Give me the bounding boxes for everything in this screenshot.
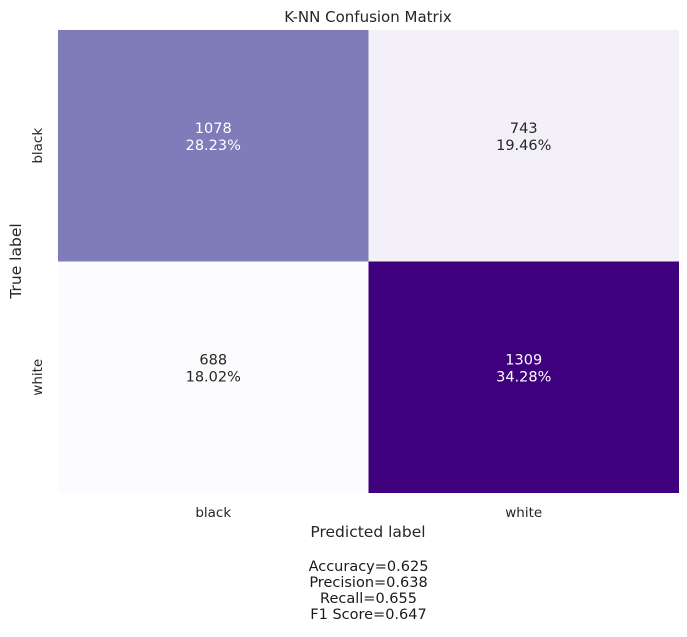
f1-score-text: F1 Score=0.647 xyxy=(310,607,427,623)
y-axis-label: True label xyxy=(7,223,25,299)
chart-title: K-NN Confusion Matrix xyxy=(284,8,452,26)
recall-text: Recall=0.655 xyxy=(320,591,417,607)
cell-percent-label: 18.02% xyxy=(186,369,241,385)
y-tick-label-white: white xyxy=(30,359,46,396)
x-axis-label: Predicted label xyxy=(310,523,425,541)
x-tick-label-white: white xyxy=(505,505,542,521)
cell-percent-label: 19.46% xyxy=(496,138,551,154)
cell-count-label: 743 xyxy=(510,121,538,137)
cell-count-label: 1309 xyxy=(505,352,542,368)
heatmap-cell-white-black xyxy=(58,261,369,493)
x-tick-label-black: black xyxy=(195,505,231,521)
heatmap-cell-black-white xyxy=(368,30,679,262)
accuracy-text: Accuracy=0.625 xyxy=(308,559,429,575)
y-tick-labels: black white xyxy=(30,128,46,396)
y-tick-label-black: black xyxy=(30,128,46,164)
heatmap-cell-black-black xyxy=(58,30,369,262)
cell-percent-label: 28.23% xyxy=(186,138,241,154)
precision-text: Precision=0.638 xyxy=(309,575,428,591)
metrics-summary: Accuracy=0.625 Precision=0.638 Recall=0.… xyxy=(58,559,679,623)
cell-count-label: 1078 xyxy=(195,121,232,137)
heatmap-cell-white-white xyxy=(368,261,679,493)
cell-count-label: 688 xyxy=(199,352,227,368)
x-tick-labels: black white xyxy=(195,505,542,521)
cell-percent-label: 34.28% xyxy=(496,369,551,385)
